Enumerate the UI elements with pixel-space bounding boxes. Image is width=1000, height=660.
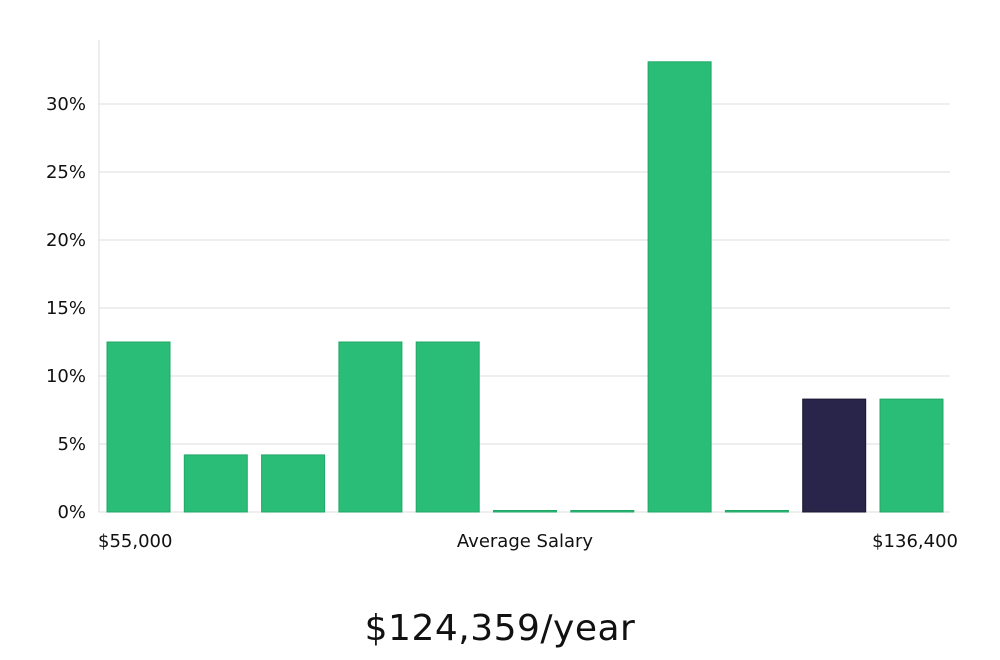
y-tick-label-0: 0% [57, 502, 86, 523]
bar [647, 61, 712, 513]
salary-distribution-chart: 0% 5% 10% 15% 20% 25% 30% $55,000 Average Sala… [46, 40, 958, 552]
y-tick-label-5: 5% [57, 434, 86, 455]
y-tick-label-15: 15% [46, 298, 86, 319]
bar [261, 454, 326, 513]
y-tick-label-20: 20% [46, 230, 86, 251]
average-salary-figure: $124,359/year [364, 608, 636, 649]
x-axis-labels: $55,000 Average Salary $136,400 [98, 531, 958, 552]
x-start-label: $55,000 [98, 531, 172, 552]
x-axis-title: Average Salary [457, 531, 594, 552]
bar [183, 454, 248, 513]
grid-lines [99, 103, 950, 513]
bar [415, 341, 480, 513]
bar-highlighted [802, 398, 867, 513]
y-tick-label-25: 25% [46, 162, 86, 183]
bar [724, 510, 789, 513]
bar [493, 510, 557, 513]
bar [570, 510, 635, 513]
y-tick-label-30: 30% [46, 94, 86, 115]
x-end-label: $136,400 [872, 531, 958, 552]
bars [106, 61, 944, 513]
bar [879, 398, 944, 513]
bar [106, 341, 171, 513]
y-tick-labels: 0% 5% 10% 15% 20% 25% 30% [46, 94, 86, 523]
bar [338, 341, 403, 513]
y-tick-label-10: 10% [46, 366, 86, 387]
